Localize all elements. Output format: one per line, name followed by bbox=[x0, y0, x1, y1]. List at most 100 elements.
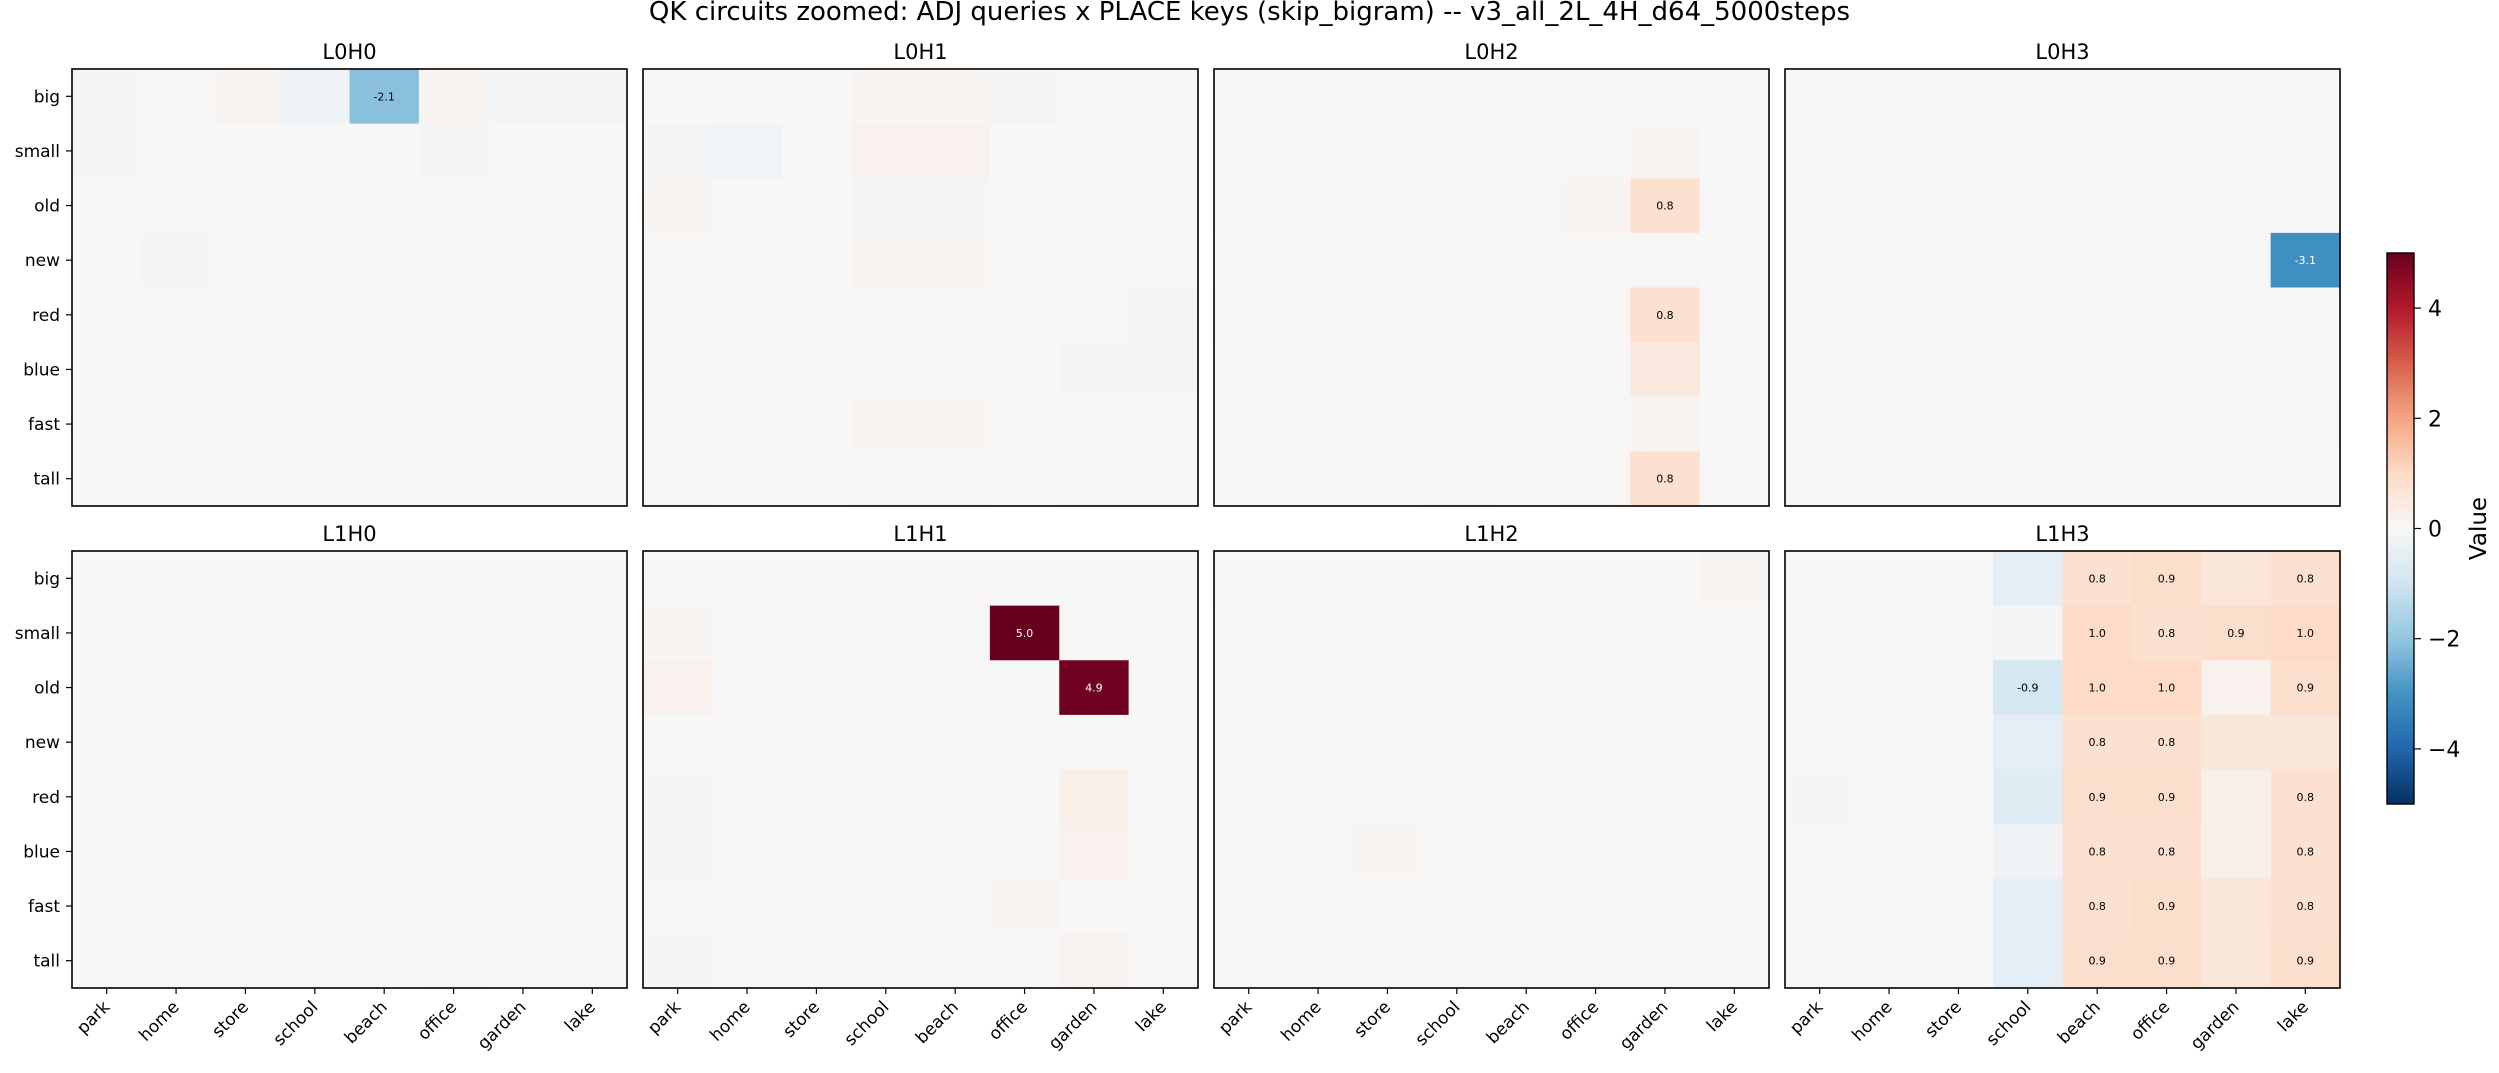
heatmap-cell bbox=[1993, 232, 2064, 289]
heatmap-cell bbox=[1785, 287, 1855, 343]
heatmap-cell bbox=[2062, 232, 2133, 289]
heatmap-cell bbox=[1854, 933, 1925, 989]
heatmap-cell bbox=[1699, 178, 1770, 234]
heatmap-cell bbox=[920, 123, 991, 179]
heatmap-cell bbox=[2201, 824, 2272, 880]
heatmap-cell bbox=[1923, 287, 1994, 343]
panel-frame bbox=[1213, 550, 1770, 989]
x-tick-label: garden bbox=[1045, 997, 1102, 1054]
heatmap-cell bbox=[643, 342, 713, 398]
heatmap-cell bbox=[1128, 287, 1199, 343]
panel-frame bbox=[1213, 68, 1770, 507]
heatmap-cell bbox=[1059, 69, 1130, 125]
y-tick-label: old bbox=[34, 679, 60, 699]
heatmap-cell bbox=[141, 396, 212, 452]
heatmap-cell bbox=[920, 933, 991, 989]
heatmap-cell bbox=[781, 69, 852, 125]
heatmap-cell bbox=[1059, 123, 1130, 179]
heatmap-cell bbox=[851, 342, 922, 398]
heatmap-cell bbox=[1630, 232, 1701, 289]
panel-l0h2: 0.8 0.8 0.8 L0H2 bbox=[1213, 40, 1770, 507]
heatmap-cell bbox=[781, 878, 852, 934]
heatmap-cell bbox=[1630, 287, 1701, 343]
cell-annotation: 0.9 bbox=[2297, 955, 2315, 968]
heatmap-cell bbox=[1854, 69, 1925, 125]
heatmap-cell bbox=[851, 878, 922, 934]
x-tick-label: office bbox=[2127, 997, 2174, 1044]
heatmap-cell bbox=[1785, 933, 1855, 989]
heatmap-cell bbox=[2270, 232, 2341, 289]
panel-l1h3: 0.8 0.9 0.8 1.0 0.8 0.9 1.0 -0.9 1.0 1.0 0.9 0.8 0.8… bbox=[1784, 522, 2341, 1054]
heatmap-cell bbox=[280, 605, 351, 661]
heatmap-cell bbox=[1283, 123, 1354, 179]
heatmap-cell bbox=[1352, 69, 1423, 125]
heatmap-cell bbox=[1923, 396, 1994, 452]
heatmap-cell bbox=[141, 878, 212, 934]
heatmap-cell bbox=[851, 933, 922, 989]
heatmap-cell bbox=[1993, 551, 2064, 607]
colorbar-tick-label: 4 bbox=[2428, 297, 2442, 322]
heatmap-cell bbox=[1491, 933, 1562, 989]
heatmap-cell bbox=[2062, 933, 2133, 989]
heatmap-cell bbox=[1059, 769, 1130, 825]
heatmap-cell bbox=[1283, 714, 1354, 771]
heatmap-cell bbox=[488, 824, 559, 880]
heatmap-cell bbox=[1283, 551, 1354, 607]
cell-annotation: 1.0 bbox=[2158, 682, 2176, 695]
heatmap-cell bbox=[418, 878, 489, 934]
y-tick-label: blue bbox=[23, 842, 60, 862]
heatmap-cell bbox=[712, 878, 783, 934]
heatmap-cell bbox=[2270, 605, 2341, 661]
heatmap-cell bbox=[2131, 342, 2202, 398]
heatmap-cell bbox=[557, 660, 628, 716]
heatmap-cell bbox=[210, 396, 281, 452]
panel-l0h1: L0H1 bbox=[642, 40, 1199, 507]
heatmap-cell bbox=[920, 178, 991, 234]
heatmap-cell bbox=[1785, 342, 1855, 398]
heatmap-cell bbox=[1283, 824, 1354, 880]
heatmap-cell bbox=[210, 769, 281, 825]
heatmap-cell bbox=[2062, 824, 2133, 880]
x-tick-label: store bbox=[1921, 997, 1966, 1042]
cell-annotation: 0.9 bbox=[2088, 955, 2106, 968]
colorbar-tick-label: −2 bbox=[2428, 628, 2460, 653]
heatmap-cell bbox=[1854, 769, 1925, 825]
heatmap-cell bbox=[643, 451, 713, 507]
heatmap-cell bbox=[1352, 660, 1423, 716]
heatmap-cell bbox=[1352, 714, 1423, 771]
colorbar-label: Value bbox=[2466, 497, 2492, 560]
heatmap-cell bbox=[1128, 714, 1199, 771]
heatmap-cell bbox=[1923, 878, 1994, 934]
heatmap-cell bbox=[1491, 660, 1562, 716]
heatmap-cell bbox=[1785, 178, 1855, 234]
heatmap-cell bbox=[1214, 451, 1284, 507]
heatmap-cell bbox=[349, 605, 420, 661]
heatmap-cell bbox=[1059, 396, 1130, 452]
heatmap-cell bbox=[1283, 451, 1354, 507]
heatmap-cell bbox=[1854, 551, 1925, 607]
heatmap-cell bbox=[557, 342, 628, 398]
heatmap-cell bbox=[210, 878, 281, 934]
cell-annotation: -3.1 bbox=[2295, 254, 2316, 267]
heatmap-cell bbox=[1128, 451, 1199, 507]
heatmap-cell bbox=[2201, 396, 2272, 452]
x-tick-label: lake bbox=[1132, 997, 1171, 1036]
heatmap-cell bbox=[1352, 824, 1423, 880]
heatmap-cell bbox=[1993, 660, 2064, 716]
heatmap-cell bbox=[1422, 824, 1493, 880]
heatmap-cell bbox=[1491, 605, 1562, 661]
heatmap-cell bbox=[1059, 342, 1130, 398]
heatmap-cell bbox=[2201, 287, 2272, 343]
heatmap-cell bbox=[1352, 769, 1423, 825]
heatmap-cell bbox=[1059, 451, 1130, 507]
cell-annotation: -2.1 bbox=[373, 90, 394, 103]
heatmap-cell bbox=[72, 769, 142, 825]
heatmap-cell bbox=[210, 451, 281, 507]
x-tick-label: store bbox=[1350, 997, 1395, 1042]
heatmap-cell bbox=[1352, 287, 1423, 343]
heatmap-cell bbox=[1630, 714, 1701, 771]
heatmap-cell bbox=[1422, 714, 1493, 771]
heatmap-cell bbox=[1059, 287, 1130, 343]
heatmap-cell bbox=[1923, 660, 1994, 716]
heatmap-cell bbox=[712, 396, 783, 452]
